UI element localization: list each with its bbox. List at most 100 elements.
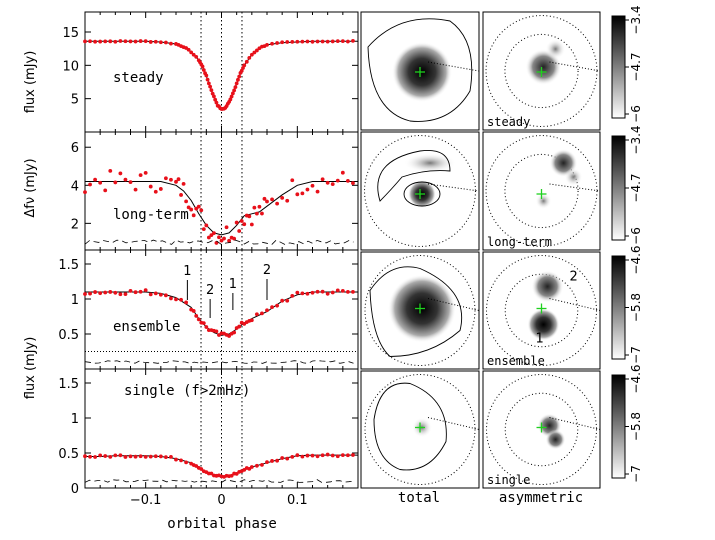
data-point	[143, 288, 148, 292]
y-tick-label: 1.5	[58, 377, 79, 392]
data-point	[113, 39, 118, 44]
map-ensemble-total	[360, 251, 480, 370]
data-point	[305, 187, 310, 192]
col-label-asymmetric: asymmetric	[499, 490, 583, 506]
data-point	[169, 41, 173, 46]
data-point	[201, 321, 206, 325]
phase-annotation: 1	[229, 277, 237, 292]
data-point	[103, 39, 108, 44]
panel-label-steady: steady	[113, 70, 164, 86]
data-point	[330, 290, 335, 295]
model-curve	[85, 181, 358, 236]
velocity-circle	[504, 153, 579, 229]
map-steady-total	[360, 11, 480, 131]
data-point	[320, 39, 325, 44]
data-point	[239, 219, 244, 223]
data-point	[227, 238, 231, 243]
data-point	[340, 39, 345, 44]
data-point	[315, 289, 320, 294]
data-point	[108, 454, 113, 459]
contour-line	[373, 382, 447, 471]
data-point	[265, 199, 269, 204]
data-point	[153, 39, 158, 44]
data-point	[217, 235, 221, 240]
data-point	[325, 39, 330, 44]
data-point	[93, 177, 98, 182]
data-point	[300, 291, 305, 296]
data-point	[285, 298, 290, 303]
data-point	[290, 294, 295, 298]
data-point	[351, 181, 355, 186]
data-point	[252, 50, 257, 55]
data-point	[305, 291, 310, 296]
noise-line	[84, 239, 354, 246]
velocity-circle	[504, 273, 579, 348]
data-point	[340, 453, 345, 458]
data-point	[189, 50, 194, 55]
map-row-label: long-term	[487, 235, 552, 249]
data-point	[260, 211, 264, 216]
data-point	[228, 97, 233, 102]
panel-label-single: single (f>2mHz)	[124, 383, 250, 399]
contour-line	[377, 149, 451, 202]
data-point	[174, 297, 178, 302]
noise-line	[84, 360, 354, 364]
data-point	[247, 214, 252, 219]
data-point	[335, 454, 340, 459]
colorbar-gradient	[611, 15, 626, 119]
data-point	[169, 177, 173, 182]
data-point	[163, 293, 168, 298]
y-tick-label: 5	[71, 93, 79, 108]
ylabel-steady: flux (mJy)	[23, 51, 38, 114]
data-point	[123, 292, 128, 296]
data-point	[158, 454, 163, 459]
map-annotation: 2	[570, 270, 578, 285]
data-point	[98, 453, 103, 458]
data-point	[345, 289, 350, 294]
data-point	[305, 453, 310, 458]
data-point	[93, 455, 98, 459]
data-point	[103, 454, 108, 458]
velocity-circle	[364, 135, 476, 247]
data-point	[260, 462, 264, 467]
light-curve-panels: 51015steady246long-term0.511.5ensemble12…	[58, 11, 359, 508]
data-point	[290, 178, 295, 183]
data-point	[191, 52, 196, 57]
noise-line	[84, 479, 354, 483]
data-point	[191, 213, 196, 218]
data-point	[227, 334, 231, 338]
data-point	[280, 298, 285, 303]
data-point	[290, 454, 295, 459]
data-point	[88, 182, 92, 187]
emission-blob	[527, 308, 560, 341]
data-point	[93, 290, 98, 294]
map-row-label: ensemble	[487, 354, 545, 368]
data-point	[113, 180, 118, 185]
y-tick-label: 1.5	[58, 258, 79, 273]
data-point	[123, 39, 128, 44]
data-point	[199, 208, 204, 213]
data-point	[158, 187, 163, 191]
data-point	[280, 40, 285, 45]
data-point	[206, 81, 211, 86]
data-point	[176, 177, 181, 182]
data-point	[123, 177, 128, 182]
data-point	[138, 289, 143, 294]
data-point	[113, 453, 118, 458]
data-point	[249, 222, 254, 227]
data-point	[138, 173, 143, 178]
data-point	[275, 458, 280, 463]
emission-blob	[545, 429, 566, 450]
data-point	[169, 454, 173, 459]
data-point	[108, 290, 113, 294]
data-point	[249, 465, 254, 469]
map-single-total	[360, 370, 480, 489]
stream-line	[549, 61, 601, 72]
data-point	[158, 292, 163, 297]
data-point	[345, 39, 350, 44]
map-row-label: single	[487, 473, 530, 487]
data-point	[315, 39, 320, 44]
data-point	[83, 190, 87, 195]
data-point	[148, 40, 153, 44]
